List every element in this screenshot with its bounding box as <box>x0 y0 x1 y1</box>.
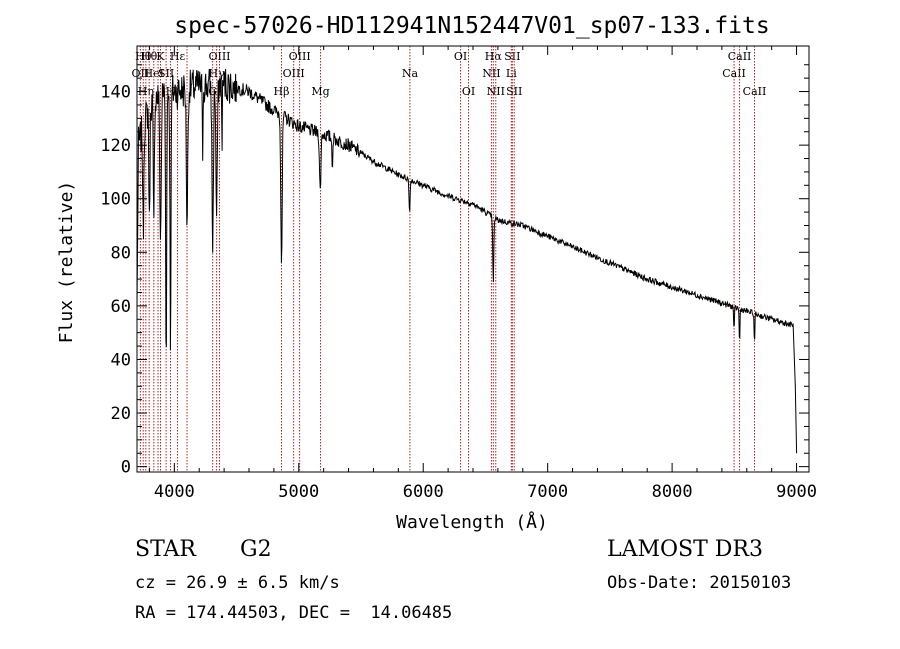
line-marker-label: H <box>166 85 176 98</box>
line-marker-label: CaII <box>728 50 752 63</box>
line-marker-label: SII <box>504 50 520 63</box>
line-marker-label: SII <box>158 67 174 80</box>
line-marker-label: Hθ <box>135 50 152 63</box>
line-marker-label: Hα <box>485 50 503 63</box>
line-marker-label: CaII <box>743 85 767 98</box>
y-tick-label: 20 <box>111 404 131 424</box>
y-tick-label: 0 <box>121 458 131 478</box>
x-tick-label: 7000 <box>527 482 568 502</box>
y-axis-label: Flux (relative) <box>56 181 77 344</box>
object-subclass: G2 <box>240 537 272 562</box>
redshift-readout: cz = 26.9 ± 6.5 km/s <box>135 573 340 593</box>
coordinates: RA = 174.44503, DEC = 14.06485 <box>135 603 453 623</box>
y-axis: 0 20 40 60 80 100 120 140 <box>100 64 809 478</box>
line-marker-label: Li <box>506 67 517 80</box>
spectrum-series <box>136 68 798 454</box>
chart-title: spec-57026-HD112941N152447V01_sp07-133.f… <box>174 13 769 39</box>
line-marker-label: SII <box>506 85 522 98</box>
x-tick-label: 5000 <box>278 482 319 502</box>
line-marker-label: Hε <box>170 50 186 63</box>
x-axis: 4000 5000 6000 7000 8000 9000 <box>148 46 817 502</box>
y-tick-label: 140 <box>100 83 131 103</box>
line-marker-label: G <box>208 85 217 98</box>
plot-frame <box>136 45 810 473</box>
line-marker-label: K <box>156 50 165 63</box>
line-marker-label: OIII <box>289 50 311 63</box>
y-tick-label: 60 <box>111 297 131 317</box>
line-marker-label: OIII <box>283 67 305 80</box>
x-tick-label: 8000 <box>652 482 693 502</box>
x-tick-label: 9000 <box>776 482 817 502</box>
spectrum-line <box>136 68 798 454</box>
obs-date: Obs-Date: 20150103 <box>607 573 792 593</box>
line-marker-label: OI <box>462 85 475 98</box>
x-tick-label: 6000 <box>403 482 444 502</box>
line-marker-label: Hβ <box>274 85 290 98</box>
x-tick-label: 4000 <box>154 482 195 502</box>
line-marker-label: Hγ <box>209 67 226 80</box>
line-marker-label: Hθ <box>141 50 158 63</box>
survey-label: LAMOST DR3 <box>607 537 763 562</box>
y-tick-label: 120 <box>100 136 131 156</box>
line-marker-label: OI <box>454 50 467 63</box>
line-marker-label: NII <box>482 67 500 80</box>
y-tick-label: 80 <box>111 243 131 263</box>
line-marker-label: Na <box>402 67 419 80</box>
line-marker-label: OIII <box>208 50 230 63</box>
line-marker-group: OIIHθHηHθHeIKSIIHHεGHγOIIIHβOIIIOIIIMgNa… <box>132 46 767 472</box>
line-marker-label: CaII <box>722 67 746 80</box>
y-tick-label: 40 <box>111 350 131 370</box>
object-class: STAR <box>135 537 196 562</box>
line-marker-label: NII <box>487 85 505 98</box>
x-axis-label: Wavelength (Å) <box>396 511 548 533</box>
line-marker-label: HeI <box>144 67 164 80</box>
line-marker-label: Mg <box>311 85 329 98</box>
line-marker-label: OII <box>132 67 150 80</box>
y-tick-label: 100 <box>100 190 131 210</box>
